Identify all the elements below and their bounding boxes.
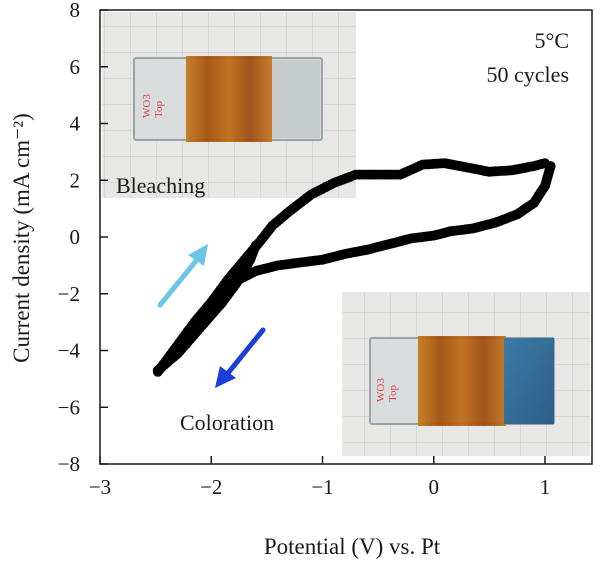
y-tick-label: 4: [70, 112, 81, 136]
y-axis-ticks: −8 −6 −4 −2 0 2 4 6 8: [58, 0, 108, 476]
data-point: [250, 240, 261, 251]
bleaching-direction-arrow: [157, 244, 208, 308]
coloration-direction-arrow: [215, 327, 266, 388]
x-axis-title: Potential (V) vs. Pt: [264, 534, 441, 559]
y-tick-label: 0: [70, 225, 81, 249]
x-tick-label: 1: [540, 475, 551, 499]
y-tick-label: −8: [58, 452, 80, 476]
svg-text:WO3: WO3: [375, 378, 387, 402]
y-tick-label: 8: [70, 0, 81, 22]
x-tick-label: 0: [429, 475, 440, 499]
y-tick-label: −2: [58, 282, 80, 306]
y-tick-label: 6: [70, 55, 81, 79]
x-axis-ticks: −3 −2 −1 0 1: [89, 456, 550, 499]
temperature-annotation: 5°C: [535, 28, 569, 53]
y-tick-label: −4: [58, 339, 81, 363]
bleaching-label: Bleaching: [116, 173, 205, 198]
svg-text:Top: Top: [387, 385, 399, 402]
sample-handwriting-bottom: WO3 Top: [375, 378, 399, 402]
svg-text:WO3: WO3: [141, 94, 153, 118]
y-tick-label: −6: [58, 395, 80, 419]
x-tick-label: −1: [311, 475, 333, 499]
coloration-photo: WO3 Top: [342, 292, 590, 456]
y-axis-title: Current density (mA cm⁻²): [9, 113, 34, 363]
bleaching-photo: WO3 Top: [102, 12, 356, 198]
cv-data-points: [152, 158, 556, 377]
cycles-annotation: 50 cycles: [487, 62, 569, 87]
x-tick-label: −2: [200, 475, 222, 499]
y-tick-label: 2: [70, 168, 81, 192]
sample-handwriting-top: WO3 Top: [141, 94, 165, 118]
svg-text:Top: Top: [153, 101, 165, 118]
coloration-label: Coloration: [180, 410, 274, 435]
x-tick-label: −3: [89, 475, 111, 499]
